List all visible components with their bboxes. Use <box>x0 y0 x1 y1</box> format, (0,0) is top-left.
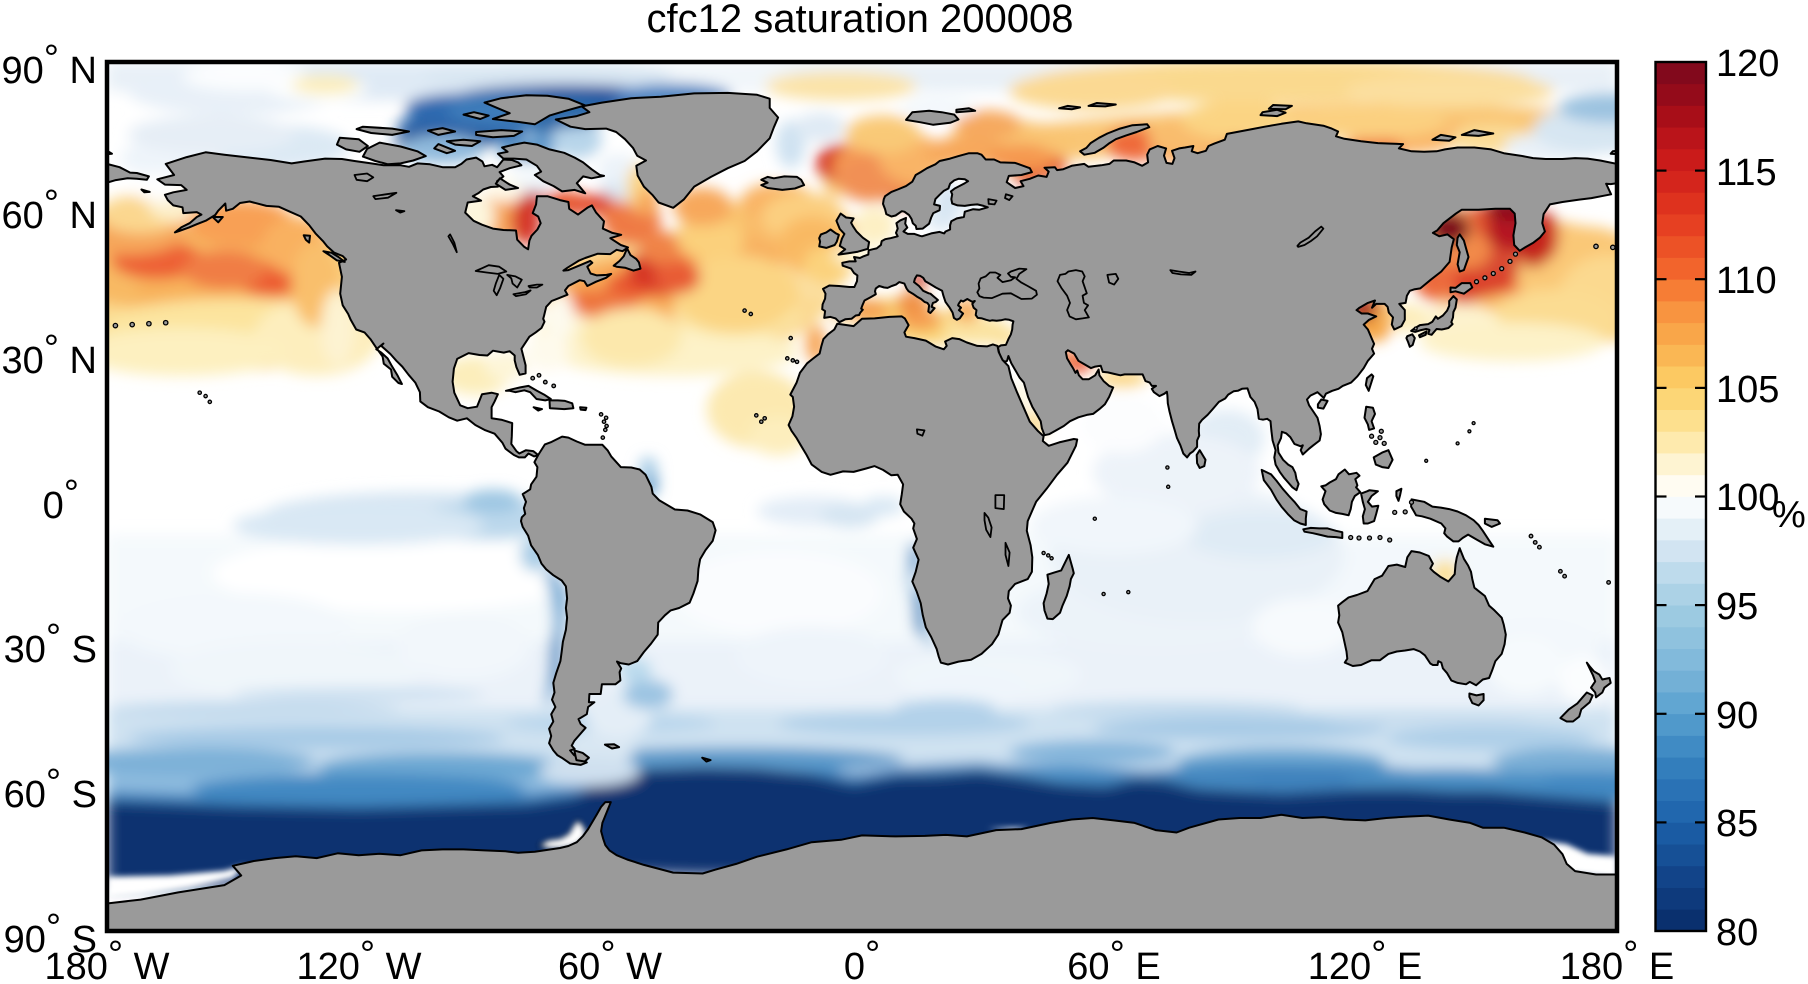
svg-text:0°: 0° <box>43 473 79 527</box>
svg-text:120° W: 120° W <box>296 934 421 984</box>
svg-text:60° N: 60° N <box>2 183 97 237</box>
svg-text:0°: 0° <box>844 934 880 984</box>
svg-text:110: 110 <box>1716 260 1777 302</box>
svg-text:80: 80 <box>1716 912 1758 954</box>
svg-text:60° W: 60° W <box>558 934 662 984</box>
svg-text:90: 90 <box>1716 695 1758 737</box>
svg-text:120° E: 120° E <box>1308 934 1423 984</box>
svg-text:60° E: 60° E <box>1067 934 1160 984</box>
svg-text:30° N: 30° N <box>2 328 97 382</box>
svg-text:105: 105 <box>1716 369 1779 411</box>
svg-text:cfc12 saturation 200008: cfc12 saturation 200008 <box>647 0 1074 41</box>
svg-text:60° S: 60° S <box>4 762 97 816</box>
svg-text:100: 100 <box>1716 477 1779 519</box>
svg-text:180° E: 180° E <box>1560 934 1675 984</box>
svg-text:90° N: 90° N <box>2 38 97 92</box>
svg-text:115: 115 <box>1716 152 1777 194</box>
svg-text:85: 85 <box>1716 803 1758 845</box>
svg-text:30° S: 30° S <box>4 617 97 671</box>
svg-text:120: 120 <box>1716 43 1779 85</box>
svg-text:%: % <box>1772 494 1806 536</box>
svg-text:95: 95 <box>1716 586 1758 628</box>
